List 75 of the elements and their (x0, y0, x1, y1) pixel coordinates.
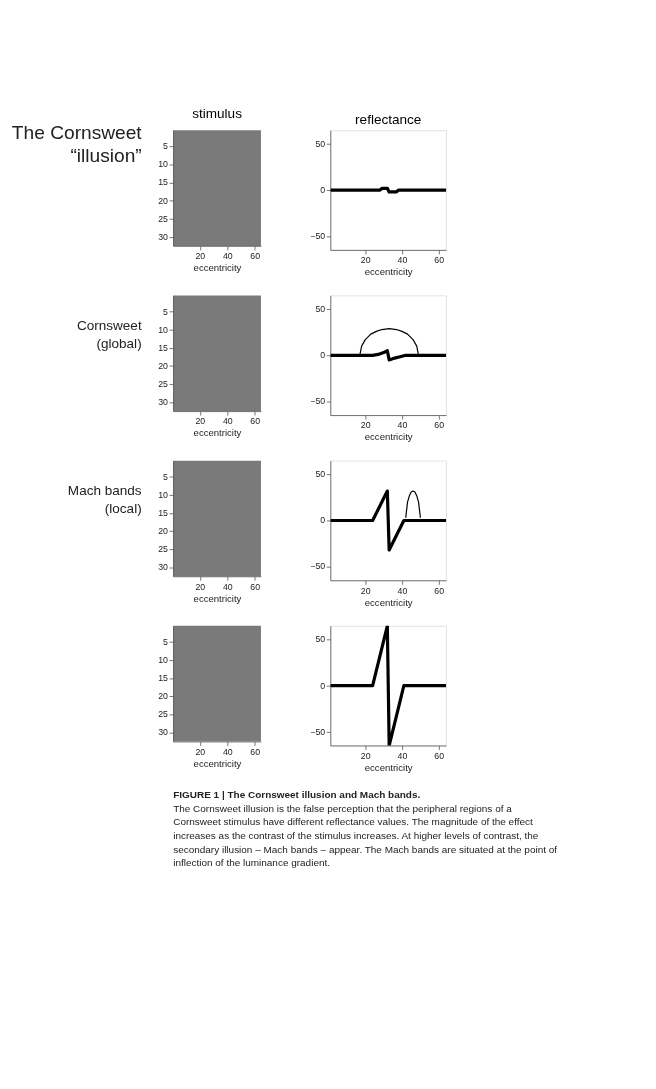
y-tick-label: 30 (158, 727, 169, 738)
chart-title: reflectance (355, 111, 422, 127)
y-tick-label: 5 (163, 636, 169, 647)
caption: FIGURE 1 | The Cornsweet illusion and Mach bands. (173, 789, 421, 801)
x-axis-title: eccentricity (364, 431, 413, 443)
y-tick-label: 20 (158, 195, 169, 206)
y-tick-label: 20 (158, 525, 169, 536)
x-tick-label: 40 (222, 416, 233, 427)
y-tick-label: 10 (158, 159, 169, 170)
y-tick-label: 15 (158, 507, 169, 518)
x-tick-label: 20 (360, 255, 371, 266)
x-tick-label: 60 (434, 585, 445, 596)
y-tick-label: 5 (163, 471, 169, 482)
x-axis-title: eccentricity (364, 761, 413, 773)
y-tick-label: 30 (158, 231, 169, 242)
x-axis-title: eccentricity (364, 596, 413, 608)
x-tick-label: 40 (222, 581, 233, 592)
y-tick-label: 30 (158, 396, 169, 407)
x-tick-label: 60 (434, 420, 445, 431)
y-tick-label: 0 (320, 515, 326, 526)
y-tick-label: −50 (310, 396, 326, 407)
x-tick-label: 60 (250, 746, 261, 757)
x-tick-label: 60 (434, 255, 445, 266)
y-axis-title: Mach bands (local) (67, 483, 142, 516)
y-tick-label: −50 (310, 726, 326, 737)
x-tick-label: 40 (222, 746, 233, 757)
y-axis-title: The Cornsweet “illusion” (11, 122, 143, 166)
x-tick-label: 60 (250, 251, 261, 262)
x-tick-label: 40 (397, 255, 408, 266)
x-tick-label: 40 (397, 750, 408, 761)
y-tick-label: 0 (320, 350, 326, 361)
x-tick-label: 20 (360, 585, 371, 596)
y-tick-label: 50 (315, 634, 326, 645)
y-tick-label: 10 (158, 324, 169, 335)
x-axis-title: eccentricity (364, 266, 413, 278)
y-tick-label: 15 (158, 673, 169, 684)
y-tick-label: 0 (320, 680, 326, 691)
x-tick-label: 20 (195, 416, 206, 427)
x-tick-label: 20 (195, 251, 206, 262)
y-tick-label: 25 (158, 378, 169, 389)
y-tick-label: 15 (158, 177, 169, 188)
x-tick-label: 60 (250, 581, 261, 592)
y-tick-label: 10 (158, 489, 169, 500)
x-tick-label: 40 (222, 251, 233, 262)
y-tick-label: 50 (315, 469, 326, 480)
y-tick-label: −50 (310, 561, 326, 572)
x-axis-title: eccentricity (193, 592, 242, 604)
y-tick-label: 5 (163, 306, 169, 317)
y-tick-label: 5 (163, 141, 169, 152)
y-tick-label: 10 (158, 655, 169, 666)
x-tick-label: 20 (195, 581, 206, 592)
y-tick-label: 20 (158, 691, 169, 702)
x-tick-label: 60 (250, 416, 261, 427)
y-tick-label: 50 (315, 138, 326, 149)
y-tick-label: 25 (158, 213, 169, 224)
chart-title: stimulus (192, 105, 243, 121)
y-axis-title: Cornsweet (global) (76, 318, 142, 351)
x-tick-label: 40 (397, 585, 408, 596)
x-axis-title: eccentricity (193, 757, 242, 769)
y-tick-label: 50 (315, 304, 326, 315)
x-tick-label: 20 (195, 746, 206, 757)
x-axis-title: eccentricity (193, 427, 242, 439)
x-tick-label: 40 (397, 420, 408, 431)
x-tick-label: 20 (360, 420, 371, 431)
y-tick-label: 30 (158, 562, 169, 573)
y-tick-label: 15 (158, 342, 169, 353)
y-tick-label: 20 (158, 360, 169, 371)
text: The Cornsweet illusion is the false perception that the peripheral regions of a Cornsweet stimulus have different reflectance values. The magnitude of the effect increases as the contrast of the stimulus increases. At higher levels of contrast, the secondary illusion – Mach bands – appear. The Mach bands are situated at the point of inflection of the luminance gradient. (173, 802, 558, 869)
y-tick-label: 25 (158, 544, 169, 555)
x-tick-label: 60 (434, 750, 445, 761)
x-axis-title: eccentricity (193, 262, 242, 274)
y-tick-label: 25 (158, 709, 169, 720)
x-tick-label: 20 (360, 750, 371, 761)
y-tick-label: 0 (320, 184, 326, 195)
y-tick-label: −50 (310, 230, 326, 241)
